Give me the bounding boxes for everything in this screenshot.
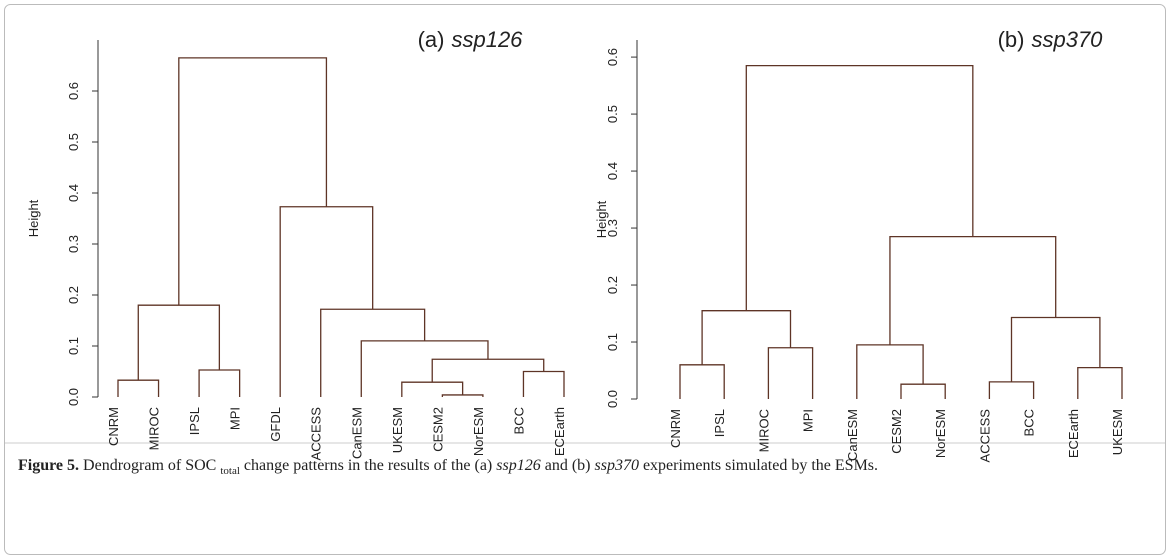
panel-title: (a) ssp126	[418, 27, 524, 52]
caption-subscript: total	[220, 465, 240, 478]
y-tick-label: 0.0	[66, 388, 81, 406]
y-tick-label: 0.3	[605, 219, 620, 237]
caption-scenario: ssp370	[594, 457, 639, 474]
y-tick-label: 0.1	[605, 333, 620, 351]
leaf-label: NorESM	[933, 409, 948, 458]
caption-text: and (b)	[540, 457, 595, 474]
caption-text: change patterns in the results of the (a…	[239, 457, 497, 474]
merge	[701, 310, 792, 365]
leaf-label: GFDL	[268, 407, 283, 442]
merge	[1010, 316, 1101, 382]
merge	[137, 304, 221, 381]
y-tick-label: 0.2	[605, 276, 620, 294]
scenario: ssp370	[1031, 27, 1103, 52]
merge	[900, 383, 946, 399]
panel-title: (b) ssp370	[998, 27, 1104, 52]
merge	[117, 379, 160, 397]
merge	[856, 344, 924, 399]
y-tick-label: 0.6	[66, 82, 81, 100]
leaf-label: CESM2	[889, 409, 904, 454]
caption-text: experiments simulated by the ESMs.	[638, 457, 879, 474]
y-tick-label: 0.4	[66, 184, 81, 202]
merge	[320, 308, 426, 397]
y-tick-label: 0.5	[605, 105, 620, 123]
leaf-label: CanESM	[845, 409, 860, 461]
merge	[441, 394, 484, 397]
leaf-label: NorESM	[471, 407, 486, 456]
merge	[279, 206, 374, 397]
leaf-label: MIROC	[756, 409, 771, 452]
y-axis-label: Height	[594, 200, 609, 238]
leaf-label: MIROC	[147, 407, 162, 450]
leaf-label: CanESM	[349, 407, 364, 459]
caption: Figure 5. Dendrogram of SOC total change…	[18, 452, 1148, 485]
merge	[522, 370, 565, 397]
merge	[431, 358, 545, 383]
leaf-label: IPSL	[187, 407, 202, 435]
caption-text: Dendrogram of SOC	[79, 457, 221, 474]
panel-label: (a)	[418, 27, 445, 52]
y-tick-label: 0.2	[66, 286, 81, 304]
y-tick-label: 0.6	[605, 48, 620, 66]
merge	[1077, 367, 1123, 399]
leaf-label: UKESM	[390, 407, 405, 453]
leaf-label: IPSL	[712, 409, 727, 437]
leaf-label: ECEarth	[1066, 409, 1081, 458]
merge	[198, 369, 241, 397]
leaf-label: ACCESS	[309, 407, 324, 461]
merge	[679, 364, 725, 399]
merge	[767, 347, 814, 399]
leaf-label: ECEarth	[552, 407, 567, 456]
leaf-label: BCC	[511, 407, 526, 434]
leaf-label: BCC	[1022, 409, 1037, 436]
leaf-label: CNRM	[106, 407, 121, 446]
leaf-label: ACCESS	[977, 409, 992, 463]
panel-label: (b)	[998, 27, 1025, 52]
y-tick-label: 0.1	[66, 337, 81, 355]
merge	[745, 64, 974, 311]
merge	[360, 340, 489, 397]
leaf-label: CNRM	[668, 409, 683, 448]
merge	[988, 381, 1035, 399]
caption-label: Figure 5.	[18, 457, 80, 474]
y-tick-label: 0.4	[605, 162, 620, 180]
y-axis-label: Height	[26, 199, 41, 237]
y-tick-label: 0.3	[66, 235, 81, 253]
leaf-label: UKESM	[1110, 409, 1125, 455]
caption-scenario: ssp126	[496, 457, 541, 474]
figure-border	[4, 4, 1166, 555]
scenario: ssp126	[451, 27, 523, 52]
leaf-label: MPI	[801, 409, 816, 432]
merge	[889, 235, 1057, 345]
leaf-label: CESM2	[430, 407, 445, 452]
leaf-label: MPI	[228, 407, 243, 430]
y-tick-label: 0.0	[605, 390, 620, 408]
y-tick-label: 0.5	[66, 133, 81, 151]
merge	[178, 57, 328, 306]
